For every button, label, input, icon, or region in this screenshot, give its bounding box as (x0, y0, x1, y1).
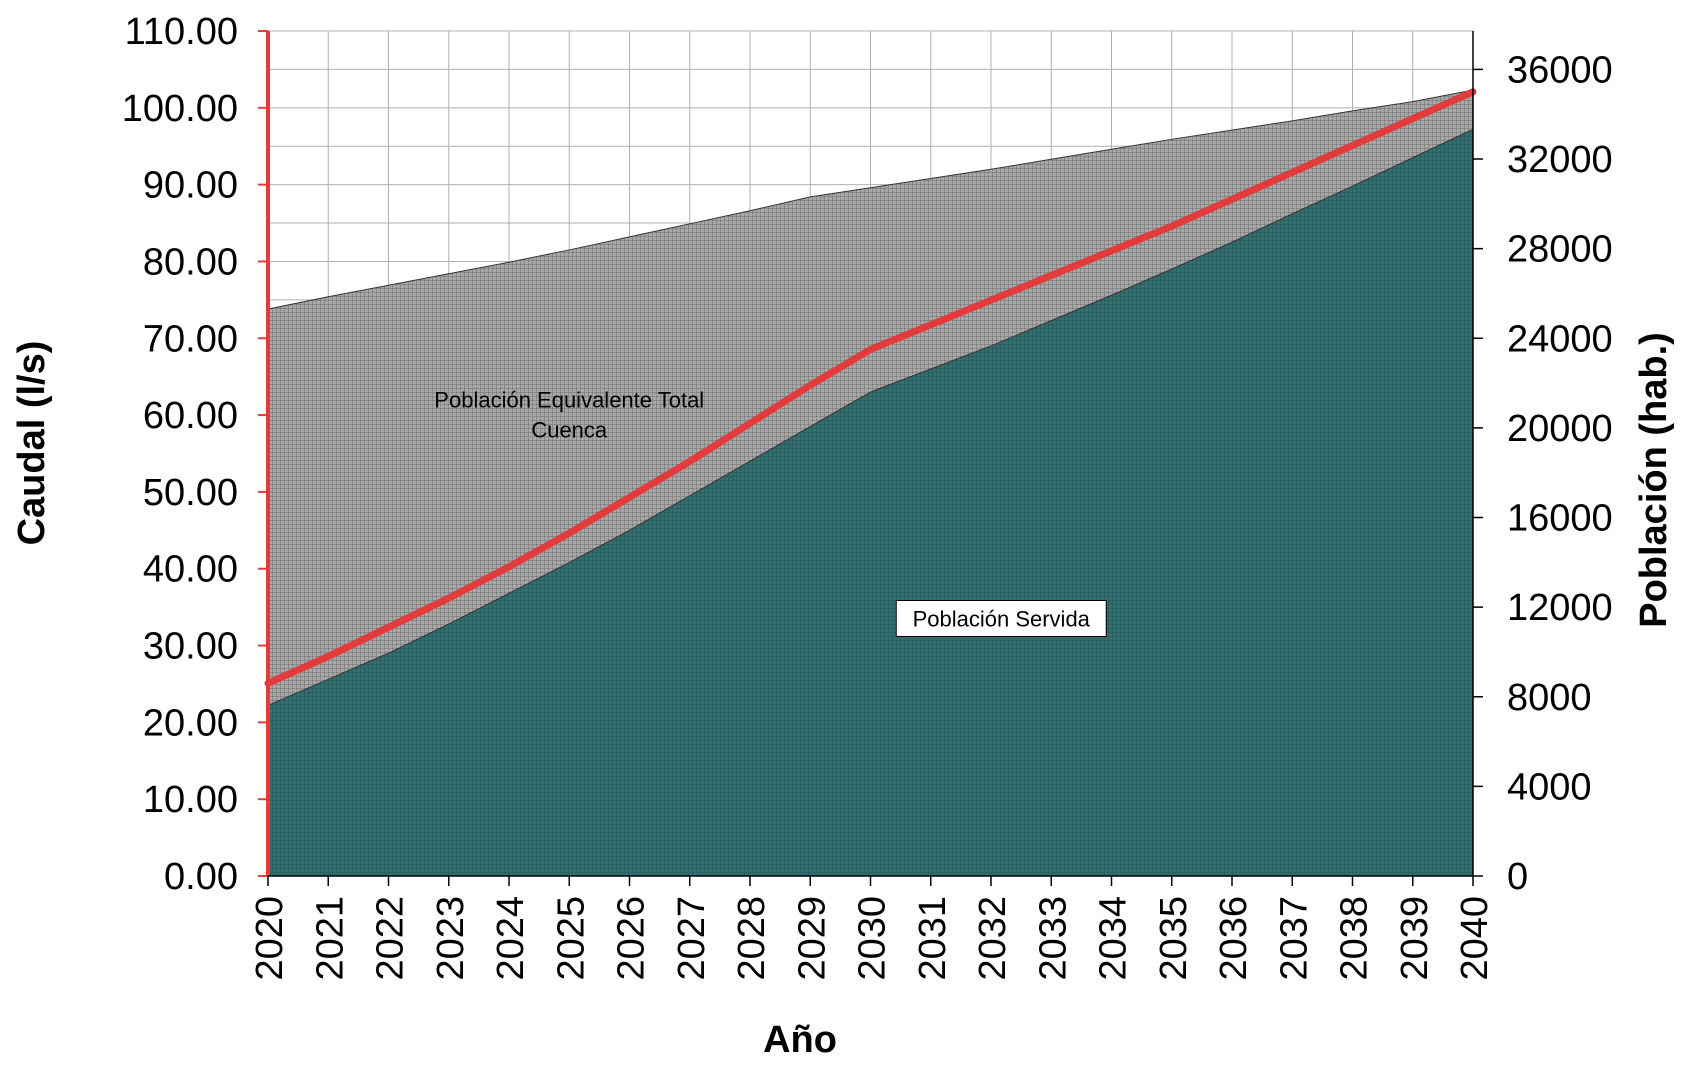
y-tick-label: 80.00 (143, 241, 238, 283)
x-tick-label: 2034 (1093, 896, 1135, 981)
y2-tick-label: 36000 (1507, 49, 1613, 91)
area-series (267, 89, 1474, 877)
x-tick-label: 2037 (1273, 896, 1315, 981)
x-tick-label: 2039 (1394, 896, 1436, 981)
line-series (264, 88, 1477, 687)
x-tick-label: 2040 (1454, 896, 1496, 981)
x-tick-label: 2021 (309, 896, 351, 981)
y2-tick-label: 8000 (1507, 677, 1592, 719)
area-poblacion-servida (267, 128, 1474, 877)
annotations: Población Equivalente Total Cuenca Poblaci… (434, 387, 1107, 637)
y-tick-label: 90.00 (143, 165, 238, 207)
y2-tick-label: 24000 (1507, 318, 1613, 360)
y2-tick-label: 4000 (1507, 766, 1592, 808)
x-tick-label: 2027 (671, 896, 713, 981)
annotation-poblacion-servida: Población Servida (913, 607, 1091, 632)
y-tick-label: 100.00 (122, 88, 238, 130)
x-tick-label: 2036 (1213, 896, 1255, 981)
y2-tick-label: 0 (1507, 856, 1528, 898)
y2-tick-label: 20000 (1507, 408, 1613, 450)
x-tick-label: 2029 (791, 896, 833, 981)
y2-tick-label: 12000 (1507, 587, 1613, 629)
x-tick-label: 2026 (611, 896, 653, 981)
x-tick-label: 2028 (731, 896, 773, 981)
y2-axis-title: Población (hab.) (1633, 332, 1675, 628)
x-tick-label: 2030 (852, 896, 894, 981)
x-tick-label: 2023 (430, 896, 472, 981)
tick-labels: 0.00 10.00 20.00 30.00 40.00 50.00 60.00 70.00 8… (122, 11, 1613, 981)
y-tick-label: 110.00 (125, 11, 238, 53)
x-tick-label: 2038 (1334, 896, 1376, 981)
annotation-poblacion-equivalente: Población Equivalente Total (434, 387, 704, 412)
x-tick-label: 2022 (370, 896, 412, 981)
y-tick-label: 70.00 (143, 318, 238, 360)
x-tick-label: 2035 (1153, 896, 1195, 981)
x-tick-label: 2033 (1032, 896, 1074, 981)
annotation-poblacion-equivalente: Cuenca (531, 417, 608, 442)
x-tick-label: 2024 (490, 896, 532, 981)
y-axis-title: Caudal (l/s) (11, 341, 53, 546)
y-tick-label: 20.00 (143, 702, 238, 744)
annotation-box (895, 600, 1107, 637)
x-tick-label: 2020 (249, 896, 291, 981)
x-axis-title: Año (763, 1019, 837, 1061)
y-tick-label: 30.00 (143, 626, 238, 668)
y-tick-label: 40.00 (143, 549, 238, 591)
y2-tick-label: 32000 (1507, 139, 1613, 181)
line-poblacion (264, 88, 1477, 687)
y-tick-label: 10.00 (143, 779, 238, 821)
y2-tick-label: 28000 (1507, 229, 1613, 271)
x-tick-label: 2032 (972, 896, 1014, 981)
x-tick-label: 2031 (912, 896, 954, 981)
y-tick-label: 50.00 (143, 472, 238, 514)
y2-tick-label: 16000 (1507, 498, 1613, 540)
x-tick-label: 2025 (550, 896, 592, 981)
y-tick-label: 60.00 (143, 395, 238, 437)
y-tick-label: 0.00 (164, 856, 238, 898)
